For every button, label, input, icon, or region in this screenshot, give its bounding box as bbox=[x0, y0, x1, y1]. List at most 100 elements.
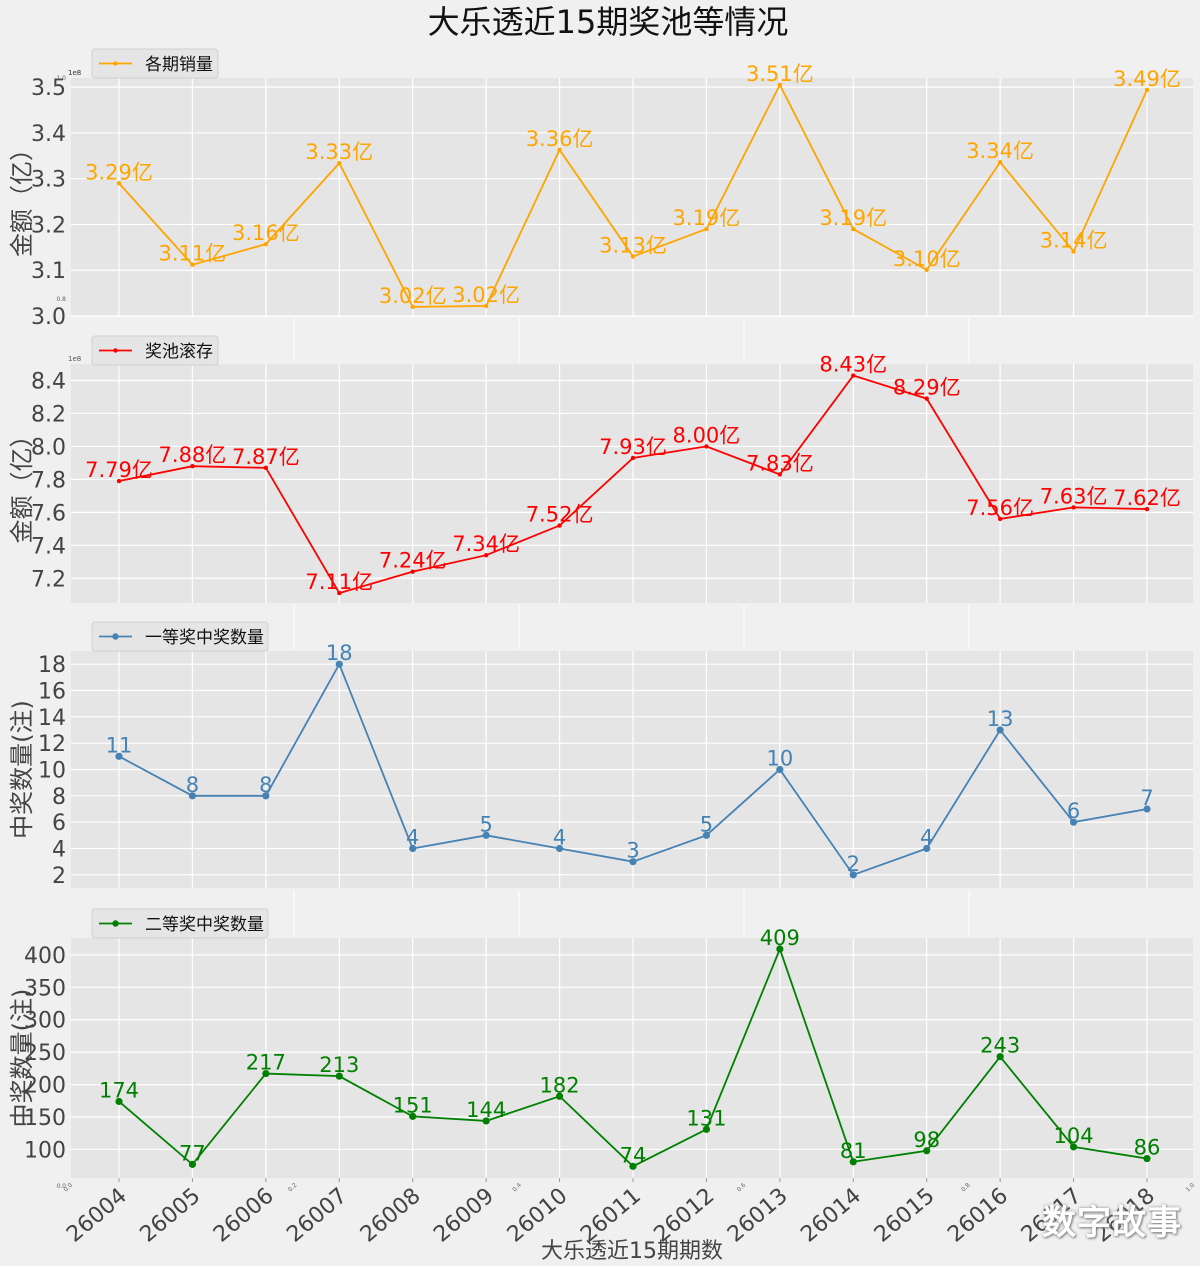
axis-offset-text: 1e8 bbox=[68, 69, 81, 77]
data-label: 213 bbox=[319, 1053, 359, 1077]
data-label: 3 bbox=[626, 839, 639, 863]
data-label: 3.19亿 bbox=[819, 206, 887, 230]
data-point bbox=[629, 858, 637, 866]
x-tick-label: 26016 bbox=[943, 1183, 1013, 1247]
data-point bbox=[997, 516, 1003, 522]
data-label: 3.02亿 bbox=[379, 284, 447, 308]
legend-label: 二等奖中奖数量 bbox=[145, 915, 264, 935]
background-x-tick: 0.8 bbox=[960, 1182, 972, 1194]
y-tick-label: 8.4 bbox=[31, 369, 66, 394]
legend-sales: 各期销量 bbox=[91, 48, 219, 79]
y-tick-label: 7.2 bbox=[31, 567, 66, 592]
data-label: 3.33亿 bbox=[305, 140, 373, 164]
x-tick-label: 26007 bbox=[282, 1183, 352, 1247]
plot-area bbox=[71, 364, 1193, 603]
legend-label: 奖池滚存 bbox=[145, 342, 213, 362]
data-label: 8.29亿 bbox=[893, 376, 961, 400]
data-label: 144 bbox=[466, 1098, 506, 1122]
y-tick-label: 3.4 bbox=[31, 122, 66, 147]
data-label: 3.16亿 bbox=[232, 221, 300, 245]
y-tick-label: 2 bbox=[52, 864, 66, 889]
data-point bbox=[923, 1147, 931, 1155]
x-tick-label: 26015 bbox=[870, 1183, 940, 1247]
x-tick-label: 26008 bbox=[356, 1183, 426, 1247]
data-label: 2 bbox=[847, 852, 860, 876]
y-tick-label: 7.4 bbox=[31, 534, 66, 559]
data-label: 7.93亿 bbox=[599, 435, 667, 459]
data-point bbox=[410, 569, 415, 574]
data-point bbox=[337, 590, 342, 596]
data-label: 13 bbox=[987, 707, 1014, 731]
data-point bbox=[190, 262, 195, 267]
data-label: 7.62亿 bbox=[1113, 486, 1181, 510]
data-point bbox=[1143, 1154, 1151, 1163]
watermark: 数字故事 bbox=[1042, 1203, 1182, 1243]
data-label: 217 bbox=[246, 1051, 286, 1075]
y-tick-label: 18 bbox=[38, 653, 66, 678]
data-point bbox=[410, 304, 415, 310]
data-point bbox=[483, 553, 489, 558]
y-axis-label: 金额（亿） bbox=[8, 137, 36, 257]
data-label: 7.24亿 bbox=[379, 549, 447, 573]
chart-second_prize: 100 150 200 250 300 350 400 中奖数量(注) 174 77 217 213 1… bbox=[8, 926, 1193, 1248]
data-point bbox=[409, 844, 417, 853]
data-label: 8 bbox=[186, 773, 199, 797]
y-tick-label: 3.1 bbox=[31, 259, 66, 284]
data-point bbox=[263, 465, 269, 471]
data-label: 182 bbox=[540, 1073, 580, 1097]
data-label: 98 bbox=[913, 1128, 940, 1152]
y-tick-label: 150 bbox=[24, 1106, 66, 1131]
data-point bbox=[996, 726, 1004, 734]
data-point bbox=[630, 455, 636, 461]
y-tick-label: 8.2 bbox=[31, 402, 66, 427]
legend-label: 一等奖中奖数量 bbox=[145, 628, 264, 648]
y-tick-label: 4 bbox=[52, 838, 66, 863]
data-label: 7.56亿 bbox=[966, 496, 1034, 520]
x-tick-label: 26014 bbox=[796, 1183, 866, 1247]
y-tick-label: 250 bbox=[24, 1041, 66, 1066]
data-label: 7.88亿 bbox=[159, 443, 227, 467]
data-label: 409 bbox=[760, 926, 800, 950]
data-point bbox=[924, 267, 929, 272]
x-tick-label: 26011 bbox=[576, 1183, 646, 1247]
data-label: 7.83亿 bbox=[746, 451, 814, 475]
data-label: 77 bbox=[179, 1141, 206, 1165]
background-x-tick: 0.0 bbox=[62, 1182, 74, 1194]
data-point bbox=[1144, 506, 1150, 512]
data-point bbox=[335, 1072, 343, 1080]
data-point bbox=[851, 373, 856, 378]
data-label: 11 bbox=[106, 733, 133, 757]
data-label: 10 bbox=[766, 747, 793, 771]
data-point bbox=[629, 1162, 637, 1170]
data-point bbox=[849, 871, 857, 879]
data-label: 151 bbox=[393, 1093, 433, 1117]
background-y-tick: 1.0 bbox=[56, 75, 66, 82]
y-tick-label: 7.6 bbox=[31, 501, 66, 526]
data-point bbox=[776, 765, 784, 774]
y-tick-label: 3.2 bbox=[31, 213, 66, 238]
x-tick-label: 26013 bbox=[723, 1183, 793, 1247]
x-tick-label: 26012 bbox=[650, 1183, 720, 1247]
data-label: 3.14亿 bbox=[1040, 228, 1108, 252]
data-label: 243 bbox=[980, 1034, 1020, 1058]
data-point bbox=[557, 523, 562, 528]
data-point bbox=[704, 444, 709, 449]
data-label: 18 bbox=[326, 641, 353, 665]
data-point bbox=[409, 1112, 417, 1120]
data-point bbox=[630, 254, 636, 259]
data-label: 5 bbox=[700, 812, 713, 836]
x-tick-label: 26004 bbox=[62, 1183, 132, 1247]
data-label: 174 bbox=[99, 1078, 139, 1102]
data-label: 8.00亿 bbox=[673, 423, 741, 447]
data-point bbox=[923, 844, 931, 853]
background-y-tick: 0.8 bbox=[56, 296, 66, 303]
data-label: 4 bbox=[406, 826, 419, 850]
legend-marker bbox=[113, 61, 118, 66]
legend-box bbox=[91, 335, 219, 366]
data-label: 74 bbox=[620, 1143, 647, 1167]
data-point bbox=[262, 1069, 270, 1078]
data-point bbox=[997, 160, 1003, 165]
data-point bbox=[924, 396, 929, 401]
y-tick-label: 100 bbox=[24, 1138, 66, 1163]
chart-panels: 3.0 3.1 3.2 3.3 3.4 3.5 金额（亿） 1e8 3.29亿 3.11亿3.16… bbox=[8, 48, 1196, 1248]
